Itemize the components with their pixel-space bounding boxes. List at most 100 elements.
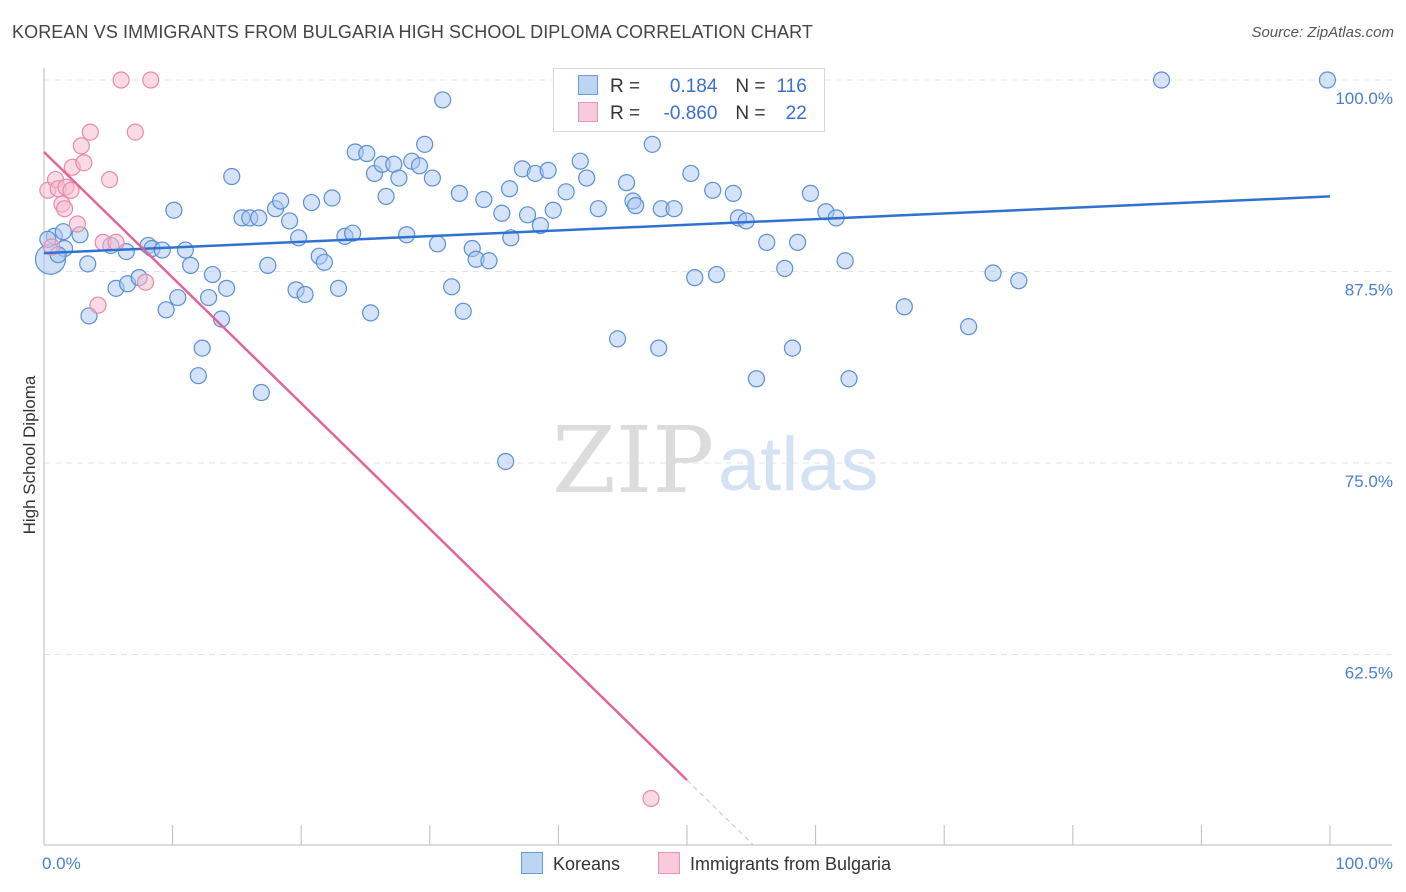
korean-point <box>531 216 549 235</box>
watermark: ZIP atlas <box>552 407 879 514</box>
bulgaria-trend-extension <box>686 779 755 846</box>
koreans-r-label: R = <box>610 76 641 97</box>
korean-point <box>443 278 461 296</box>
bulgaria-point <box>142 71 160 89</box>
korean-point <box>54 223 72 241</box>
series-bulgaria <box>39 71 660 808</box>
korean-point <box>643 135 661 153</box>
korean-point <box>557 183 575 201</box>
bulgaria-n-value: 22 <box>785 103 807 124</box>
korean-point <box>323 189 341 207</box>
y-tick-label: 75.0% <box>1345 472 1393 491</box>
korean-point <box>686 269 704 287</box>
bulgaria-r-value: -0.860 <box>663 103 718 124</box>
bulgaria-point <box>62 181 80 199</box>
korean-point <box>650 339 668 357</box>
korean-point <box>747 370 766 388</box>
korean-point <box>362 304 380 322</box>
korean-point <box>682 164 700 183</box>
korean-point <box>895 298 913 316</box>
bulgaria-r-label: R = <box>610 103 641 124</box>
y-tick-label: 87.5% <box>1345 281 1393 300</box>
korean-point <box>218 279 236 297</box>
korean-point <box>398 226 416 244</box>
x-tick-label: 0.0% <box>42 854 81 873</box>
korean-point <box>493 204 511 222</box>
korean-point <box>776 259 794 278</box>
watermark-zip: ZIP <box>552 407 714 514</box>
korean-point <box>450 184 468 202</box>
bulgaria-point <box>43 238 61 256</box>
korean-point <box>788 233 807 251</box>
korean-point <box>960 318 978 336</box>
bulgaria-point <box>136 273 155 291</box>
korean-point <box>358 144 376 163</box>
korean-point <box>423 169 441 187</box>
korean-point <box>704 181 722 199</box>
bottom-koreans-label: Koreans <box>553 854 621 874</box>
axes <box>43 68 1392 846</box>
korean-point <box>153 241 171 259</box>
gridlines <box>44 79 1392 655</box>
korean-point <box>475 190 493 209</box>
korean-point <box>252 383 270 402</box>
korean-point <box>500 180 519 198</box>
korean-point <box>296 285 314 304</box>
source-label: Source: ZipAtlas.com <box>1251 24 1394 41</box>
korean-point <box>578 169 596 187</box>
korean-point <box>410 157 429 175</box>
korean-point <box>539 161 557 179</box>
bulgaria-point <box>81 123 99 141</box>
korean-point <box>589 200 607 218</box>
trend-lines <box>43 151 1331 846</box>
y-axis-title: High School Diploma <box>20 375 39 534</box>
bulgaria-trend-line <box>43 151 688 782</box>
bottom-legend-koreans: Koreans <box>521 852 620 875</box>
korean-point <box>801 184 820 202</box>
korean-point <box>1152 71 1171 89</box>
stats-legend: R = 0.184 N = 116 R = -0.860 N = 22 <box>553 68 825 132</box>
bulgaria-point <box>112 71 130 89</box>
bulgaria-point <box>100 170 119 189</box>
bulgaria-point <box>68 215 87 233</box>
korean-point <box>518 206 537 224</box>
koreans-trend-line <box>43 195 1331 255</box>
korean-point <box>157 301 175 319</box>
koreans-n-value: 116 <box>776 76 807 97</box>
korean-point <box>840 370 858 388</box>
korean-point <box>200 288 218 307</box>
bottom-bulgaria-swatch <box>658 852 680 874</box>
bulgaria-point <box>107 233 125 251</box>
korean-point <box>724 184 742 202</box>
korean-point <box>480 252 498 270</box>
korean-point <box>189 367 207 385</box>
korean-point <box>617 174 636 192</box>
korean-point <box>707 265 726 284</box>
koreans-swatch <box>578 75 598 95</box>
korean-point <box>315 253 333 271</box>
korean-point <box>665 200 683 218</box>
korean-point <box>758 233 776 251</box>
korean-point <box>608 330 627 348</box>
bulgaria-point <box>642 789 660 808</box>
chart-title: KOREAN VS IMMIGRANTS FROM BULGARIA HIGH … <box>12 22 813 42</box>
x-tick-label: 100.0% <box>1335 854 1393 873</box>
y-tick-label: 62.5% <box>1345 664 1393 683</box>
bulgaria-point <box>89 296 107 314</box>
korean-point <box>176 241 195 259</box>
korean-point <box>428 235 447 253</box>
bulgaria-swatch <box>578 102 598 122</box>
bulgaria-point <box>55 200 74 218</box>
korean-point <box>250 209 268 227</box>
koreans-r-value: 0.184 <box>669 76 718 97</box>
korean-point <box>223 167 241 186</box>
korean-point <box>454 302 472 320</box>
korean-point <box>544 201 562 219</box>
korean-point <box>281 212 299 230</box>
korean-point <box>626 197 645 215</box>
legend-row-bulgaria: R = -0.860 N = 22 <box>578 102 807 126</box>
y-tick-label: 100.0% <box>1335 89 1393 108</box>
bottom-bulgaria-label: Immigrants from Bulgaria <box>690 854 892 874</box>
korean-point <box>329 279 348 297</box>
